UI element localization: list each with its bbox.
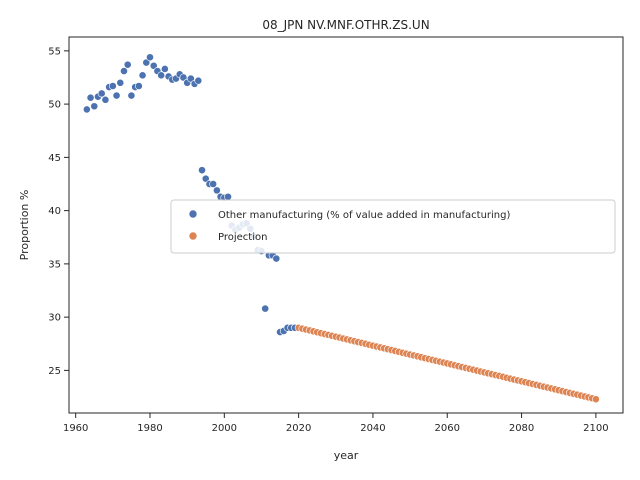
x-tick-label: 2100 [583, 423, 608, 434]
data-point [86, 93, 95, 102]
x-tick-label: 1960 [63, 423, 88, 434]
axes: 1960 1980 2000 2020 2040 2060 2080 2100 25 30 35 40… [48, 36, 624, 434]
series-2 [294, 323, 600, 404]
legend-marker [188, 231, 198, 241]
x-tick-label: 2080 [509, 423, 534, 434]
x-tick-label: 2020 [286, 423, 311, 434]
y-tick-label: 50 [48, 100, 61, 111]
y-tick-label: 55 [48, 46, 61, 57]
data-point [120, 67, 128, 75]
y-tick-label: 30 [48, 313, 61, 324]
data-point [123, 60, 132, 69]
data-point [157, 71, 166, 80]
legend-marker [188, 209, 198, 219]
y-tick-label: 45 [48, 153, 61, 164]
data-point [201, 174, 210, 183]
data-point [194, 76, 203, 85]
data-point [209, 180, 218, 188]
legend: Other manufacturing (% of value added in… [170, 199, 616, 254]
legend-entry: Other manufacturing (% of value added in… [218, 210, 510, 221]
legend-box [170, 199, 616, 254]
legend-entry: Projection [218, 232, 267, 243]
chart-title: 08_JPN NV.MNF.OTHR.ZS.UN [262, 18, 429, 32]
data-point [127, 91, 136, 100]
x-tick-label: 1980 [137, 423, 162, 434]
data-point [591, 395, 600, 404]
data-point [186, 74, 195, 83]
x-tick-label: 2040 [360, 423, 385, 434]
x-tick-label: 2000 [212, 423, 237, 434]
data-point [146, 53, 154, 62]
data-point [212, 186, 221, 195]
data-point [134, 82, 143, 90]
y-tick-label: 40 [48, 206, 61, 217]
data-point [261, 304, 270, 313]
data-point [97, 89, 106, 98]
data-point [138, 71, 147, 80]
data-point [272, 254, 281, 263]
x-tick-label: 2060 [435, 423, 460, 434]
y-tick-label: 25 [48, 366, 61, 377]
x-axis-label: year [334, 449, 359, 462]
data-point [149, 61, 158, 70]
data-point [90, 102, 99, 111]
data-point [179, 73, 188, 82]
data-point [108, 82, 117, 90]
data-point [101, 95, 110, 104]
data-point [116, 78, 125, 87]
y-axis-label: Proportion % [18, 190, 31, 261]
data-point [142, 58, 151, 67]
data-point [224, 192, 232, 201]
data-point [82, 105, 91, 114]
data-point [198, 166, 206, 175]
data-point [112, 91, 121, 100]
plot-frame [68, 36, 624, 414]
y-tick-label: 35 [48, 259, 61, 270]
data-point [160, 65, 169, 73]
